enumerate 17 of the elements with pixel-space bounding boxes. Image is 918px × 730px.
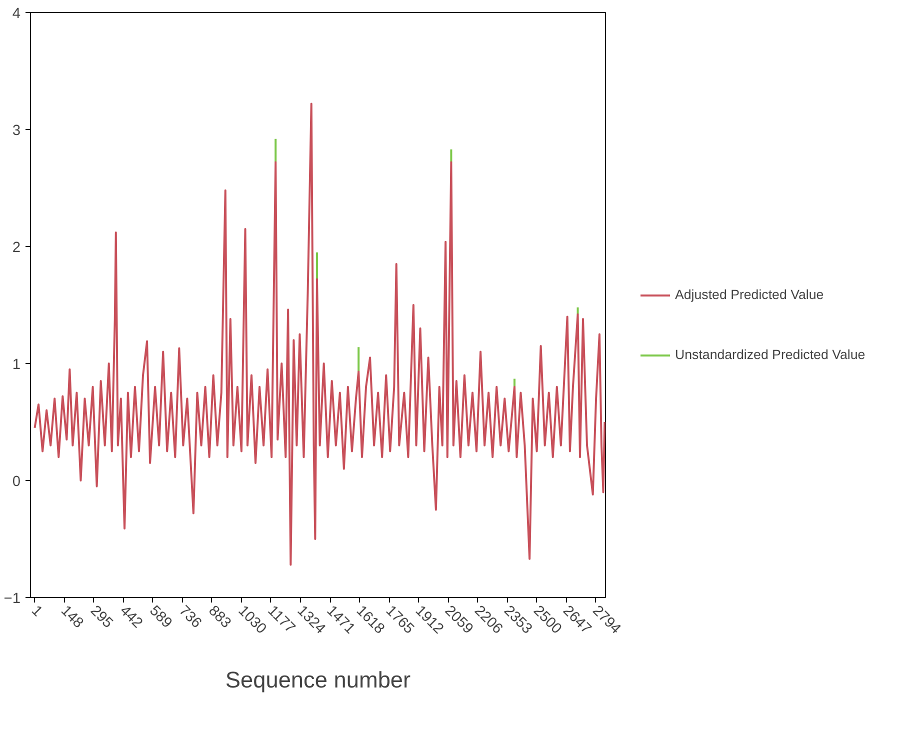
legend-label: Unstandardized Predicted Value xyxy=(675,347,866,362)
x-tick-label: 1 xyxy=(28,602,46,620)
x-tick-label: 442 xyxy=(116,602,146,632)
x-tick-label: 736 xyxy=(176,602,204,632)
x-tick-label: 148 xyxy=(58,602,86,632)
y-tick-label: 4 xyxy=(12,6,21,22)
y-tick-label: 2 xyxy=(12,240,21,256)
x-tick-label: 295 xyxy=(87,602,116,632)
y-tick-label: 3 xyxy=(12,123,21,139)
x-tick-label: 883 xyxy=(205,602,234,632)
legend-label: Adjusted Predicted Value xyxy=(675,287,824,302)
y-tick-label: 0 xyxy=(12,474,21,490)
y-tick-label: −1 xyxy=(4,591,21,607)
x-tick-label: 589 xyxy=(146,602,175,632)
x-axis-title: Sequence number xyxy=(225,666,412,692)
line-series xyxy=(34,102,606,566)
y-tick-label: 1 xyxy=(12,357,21,373)
